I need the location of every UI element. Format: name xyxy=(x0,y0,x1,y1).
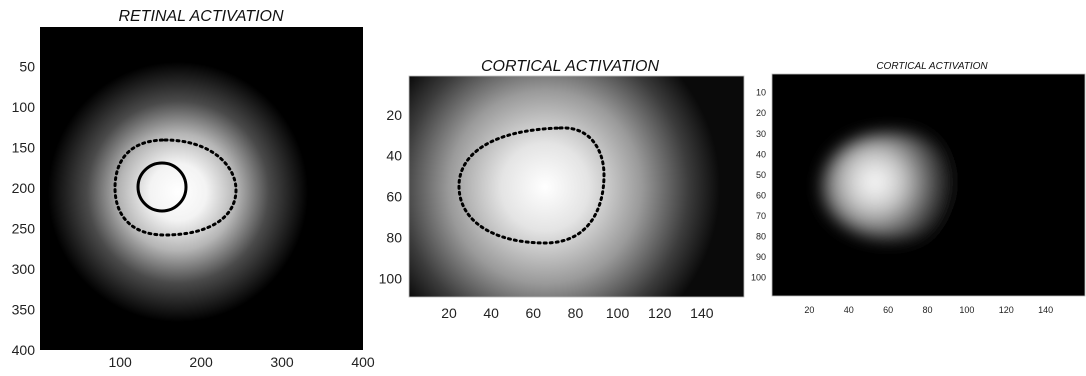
panel1-xtick-label: 200 xyxy=(189,354,213,370)
panel2-ytick-label: 60 xyxy=(386,189,402,205)
panel3-xtick-label: 140 xyxy=(1038,305,1053,315)
panel3-ytick-label: 10 xyxy=(756,88,766,98)
panel1-ytick-label: 200 xyxy=(12,180,36,196)
panel3-ytick-label: 40 xyxy=(756,149,766,159)
panel2-title: CORTICAL ACTIVATION xyxy=(481,58,660,75)
panel1-ytick-label: 350 xyxy=(12,301,36,317)
panel2-xtick-label: 20 xyxy=(441,305,457,321)
panel3-ytick-label: 60 xyxy=(756,190,766,200)
panel3-heatmap xyxy=(822,132,962,240)
panel3-xtick-label: 40 xyxy=(844,305,854,315)
panel1-ytick-label: 300 xyxy=(12,261,36,277)
panel2-xtick-label: 120 xyxy=(648,305,672,321)
panel1-ytick-label: 100 xyxy=(12,99,36,115)
panel1-title: RETINAL ACTIVATION xyxy=(118,8,284,25)
panel3-xtick-label: 120 xyxy=(999,305,1014,315)
panel1-xtick-label: 300 xyxy=(270,354,294,370)
panel3-ytick-label: 80 xyxy=(756,232,766,242)
panel1-xtick-label: 100 xyxy=(108,354,132,370)
panel2-ytick-label: 80 xyxy=(386,230,402,246)
panel3-xtick-label: 80 xyxy=(923,305,933,315)
panel2-ytick-label: 100 xyxy=(379,270,403,286)
panel2-xtick-label: 60 xyxy=(526,305,542,321)
panel1-xtick-label: 400 xyxy=(351,354,375,370)
panel1-ytick-label: 250 xyxy=(12,220,36,236)
panel1-ytick-label: 150 xyxy=(12,140,36,156)
panel2-xtick-label: 40 xyxy=(483,305,499,321)
panel3-ytick-label: 50 xyxy=(756,170,766,180)
panel3-title: CORTICAL ACTIVATION xyxy=(876,61,988,72)
panel2-xtick-label: 100 xyxy=(606,305,630,321)
panel1-heatmap xyxy=(40,27,363,350)
panel3-xtick-label: 100 xyxy=(959,305,974,315)
panel2-xtick-label: 140 xyxy=(690,305,714,321)
panel3-ytick-label: 100 xyxy=(751,273,766,283)
panel2-xtick-label: 80 xyxy=(568,305,584,321)
panel-cortical-2: CORTICAL ACTIVATION 20 40 60 80 100 120 140 10 2… xyxy=(751,61,1085,315)
panel1-ytick-label: 50 xyxy=(19,59,35,75)
panel3-ytick-label: 20 xyxy=(756,108,766,118)
panel3-xtick-label: 60 xyxy=(883,305,893,315)
panel2-ytick-label: 40 xyxy=(386,148,402,164)
panel1-ytick-label: 400 xyxy=(12,342,36,358)
panel3-ytick-label: 30 xyxy=(756,129,766,139)
panel-retinal: RETINAL ACTIVATION 100 200 300 400 50 100 150 2… xyxy=(12,8,375,370)
panel3-xtick-label: 20 xyxy=(804,305,814,315)
panel2-ytick-label: 20 xyxy=(386,107,402,123)
panel3-ytick-label: 70 xyxy=(756,211,766,221)
panel-cortical-1: CORTICAL ACTIVATION 20 40 60 80 100 120 140 20 4… xyxy=(379,58,744,321)
panel3-ytick-label: 90 xyxy=(756,252,766,262)
